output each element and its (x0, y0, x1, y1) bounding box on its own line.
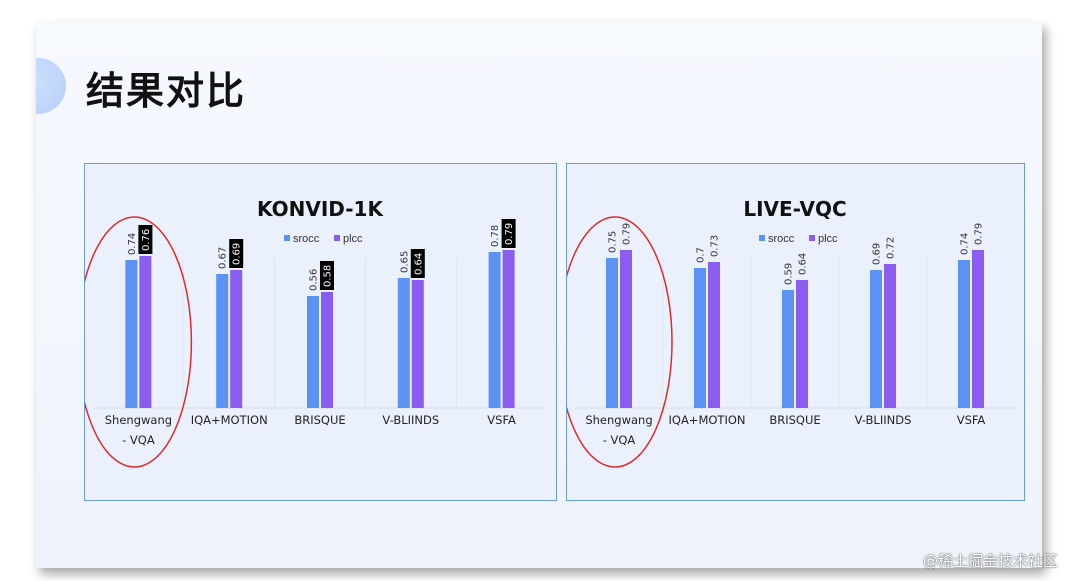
bar-srocc (782, 290, 794, 408)
value-label-box (320, 261, 334, 290)
category-label: V-BLIINDS (382, 413, 439, 427)
data-label-srocc: 0.59 (784, 263, 795, 285)
bar-plcc (411, 280, 424, 408)
bar-srocc (216, 274, 229, 408)
bar-srocc (870, 270, 882, 408)
category-label: VSFA (957, 413, 986, 427)
watermark: @稀土掘金技术社区 (922, 552, 1058, 570)
data-label-plcc: 0.76 (141, 229, 152, 251)
bar-srocc (958, 260, 970, 408)
bar-srocc (606, 258, 618, 408)
data-label-srocc: 0.7 (696, 247, 707, 263)
data-label-srocc: 0.74 (960, 233, 971, 255)
legend-label-plcc: plcc (343, 233, 363, 245)
legend-label-plcc: plcc (818, 233, 838, 245)
value-label-box (501, 219, 516, 248)
legend-swatch-plcc (334, 235, 340, 241)
data-label-plcc: 0.79 (622, 223, 633, 245)
value-label-box (229, 239, 244, 268)
bar-srocc (488, 252, 501, 408)
data-label-plcc: 0.79 (504, 223, 515, 245)
highlight-ellipse (567, 216, 673, 468)
chart-legend: srocc plcc (284, 233, 363, 245)
data-label-srocc: 0.67 (218, 247, 229, 269)
value-label-box (138, 225, 153, 254)
data-label-plcc: 0.64 (413, 253, 424, 275)
bar-plcc (139, 256, 152, 408)
highlight-ellipse (85, 216, 193, 468)
data-label-plcc: 0.58 (323, 265, 334, 287)
category-label: VSFA (487, 413, 516, 427)
decorative-circle (36, 58, 66, 114)
bar-srocc (694, 268, 706, 408)
chart-legend: srocc plcc (759, 233, 838, 245)
data-label-srocc: 0.74 (127, 233, 138, 255)
bar-plcc (230, 270, 243, 408)
data-label-srocc: 0.78 (490, 225, 501, 247)
legend-swatch-plcc (809, 235, 815, 241)
slide: 结果对比 KONVID-1K srocc plcc 0.74 0.76 Shengwang… (36, 22, 1042, 568)
data-label-plcc: 0.64 (798, 253, 809, 275)
chart-konvid-1k: KONVID-1K srocc plcc 0.74 0.76 Shengwang - VQA… (85, 197, 547, 468)
data-label-srocc: 0.69 (872, 243, 883, 265)
bar-plcc (620, 250, 632, 408)
bar-plcc (708, 262, 720, 408)
data-label-srocc: 0.75 (608, 231, 619, 253)
category-label: IQA+MOTION (669, 413, 746, 427)
bar-plcc (884, 264, 896, 408)
data-label-plcc: 0.72 (886, 237, 897, 259)
bar-srocc (125, 260, 138, 408)
category-label: Shengwang (105, 413, 172, 427)
bar-plcc (972, 250, 984, 408)
category-label: - VQA (122, 433, 155, 447)
bar-plcc (502, 250, 515, 408)
legend-label-srocc: srocc (293, 233, 320, 245)
legend-swatch-srocc (759, 235, 765, 241)
category-label: BRISQUE (294, 413, 345, 427)
data-label-plcc: 0.73 (710, 235, 721, 257)
bar-srocc (307, 296, 319, 408)
category-label: BRISQUE (769, 413, 820, 427)
chart-panel-konvid: KONVID-1K srocc plcc 0.74 0.76 Shengwang - VQA… (84, 163, 557, 501)
chart-title: LIVE-VQC (743, 197, 846, 221)
category-label: IQA+MOTION (191, 413, 268, 427)
chart-panel-live-vqc: LIVE-VQC srocc plcc 0.75 0.79 Shengwang - VQA 0… (566, 163, 1025, 501)
bar-plcc (796, 280, 808, 408)
data-label-plcc: 0.79 (974, 223, 985, 245)
legend-swatch-srocc (284, 235, 290, 241)
data-label-srocc: 0.56 (309, 269, 320, 291)
bar-plcc (321, 292, 333, 408)
data-label-srocc: 0.65 (399, 251, 410, 273)
chart-title: KONVID-1K (257, 197, 384, 221)
value-label-box (410, 249, 425, 278)
category-label: V-BLIINDS (855, 413, 912, 427)
data-label-plcc: 0.69 (232, 243, 243, 265)
bar-srocc (397, 278, 410, 408)
page-title: 结果对比 (86, 69, 247, 113)
category-label: - VQA (603, 433, 636, 447)
category-label: Shengwang (585, 413, 652, 427)
legend-label-srocc: srocc (768, 233, 795, 245)
